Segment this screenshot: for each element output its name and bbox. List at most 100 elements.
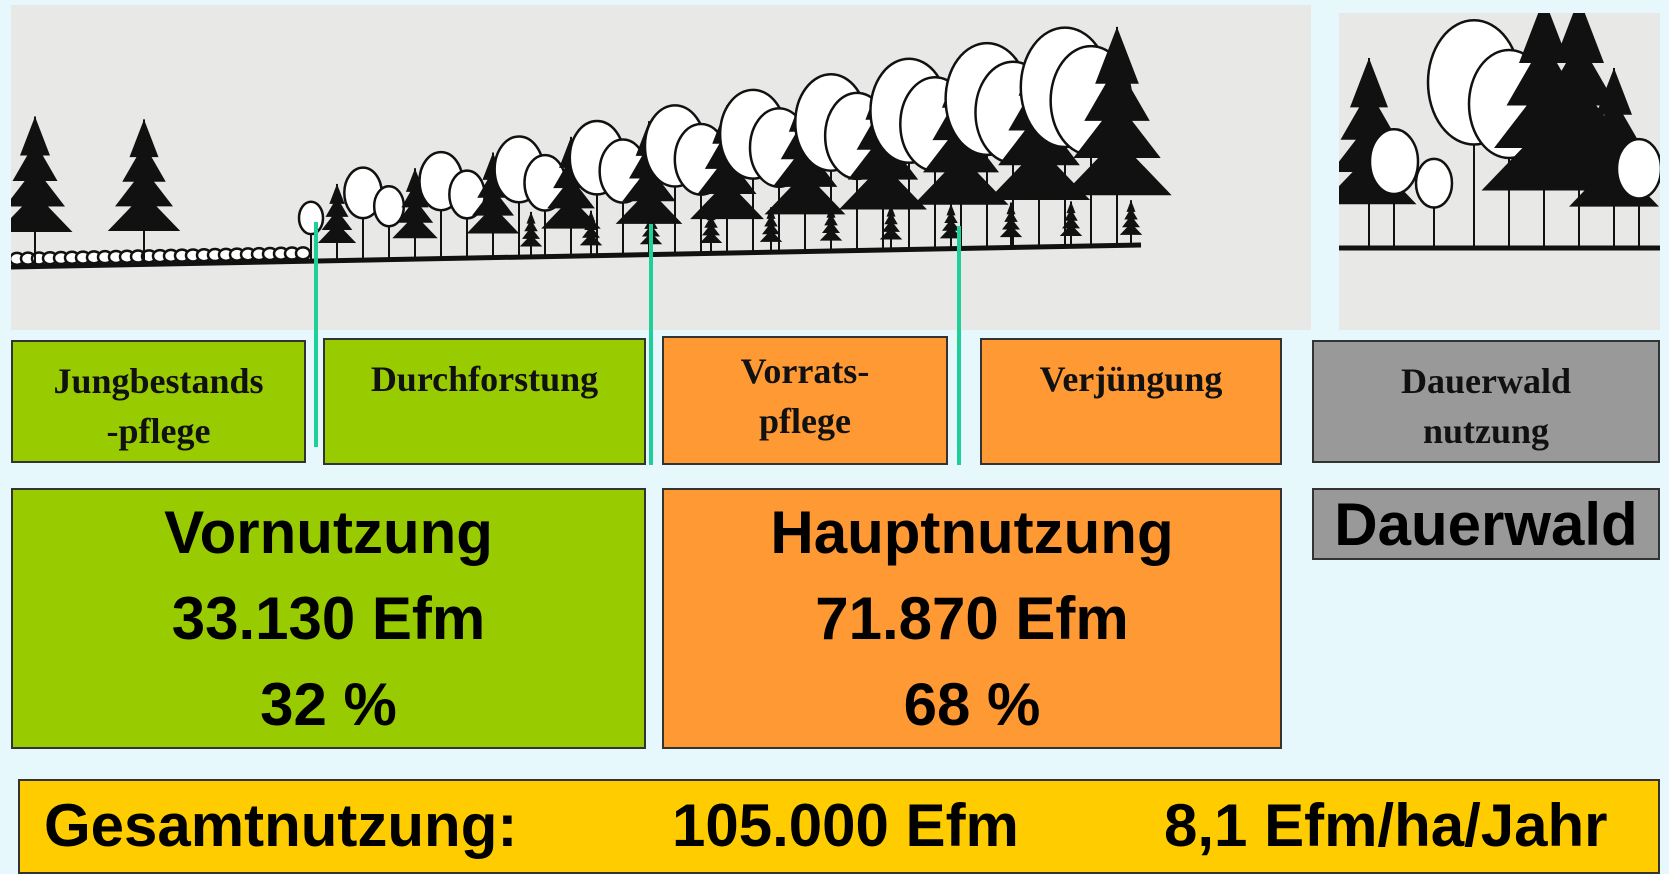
conifer-crown (586, 210, 596, 223)
conifer-crown (1587, 98, 1641, 146)
conifer-crown (942, 218, 960, 231)
conifer-crown (471, 188, 515, 216)
conifer-crown (706, 208, 716, 221)
conifer-crown (1002, 217, 1020, 230)
forest-illustration (11, 5, 1311, 330)
conifer-crown (1340, 90, 1398, 140)
conifer-crown (466, 206, 520, 234)
conifer-crown (1062, 138, 1172, 196)
conifer-crown (847, 133, 919, 180)
conifer-crown (1122, 215, 1140, 228)
conifer-crown (584, 218, 598, 231)
summary-amount: 71.870 Efm (815, 584, 1129, 652)
conifer-crown (396, 199, 434, 223)
conifer-crown (822, 221, 840, 234)
conifer-crown (541, 197, 601, 229)
conifer-crown (1541, 40, 1617, 106)
conifer-crown (766, 207, 776, 219)
deciduous-crown (297, 200, 325, 236)
conifer-crown (329, 183, 345, 204)
summary-title: Dauerwald (1334, 490, 1638, 558)
total-amount: 105.000 Efm (672, 792, 1019, 859)
conifer-crown (20, 116, 50, 156)
conifer-crown (1554, 13, 1604, 63)
conifer-crown (1064, 209, 1078, 221)
deciduous-crown (1615, 137, 1660, 200)
stage-divider (314, 222, 318, 447)
conifer-crown (646, 209, 656, 222)
deciduous-crown (1414, 157, 1454, 209)
conifer-crown (922, 122, 1000, 173)
conifer-crown (764, 172, 846, 215)
conifer-crown (762, 222, 780, 235)
stage-box: Verjüngung (980, 338, 1282, 465)
conifer-crown (1073, 101, 1161, 159)
total-bar: Gesamtnutzung: 105.000 Efm 8,1 Efm/ha/Ja… (18, 779, 1660, 874)
summary-share: 32 % (260, 670, 397, 738)
stage-label: -pflege (106, 411, 211, 451)
summary-amount: 33.130 Efm (171, 584, 486, 652)
stage-label: pflege (759, 401, 851, 441)
conifer-crown (1119, 223, 1143, 235)
stage-label: nutzung (1422, 411, 1550, 451)
conifer-crown (1084, 64, 1150, 121)
conifer-crown (939, 226, 963, 239)
conifer-crown (824, 213, 838, 226)
conifer-crown (401, 183, 429, 208)
stage-label: Durchforstung (370, 359, 599, 399)
conifer-crown (107, 193, 181, 232)
conifer-crown (998, 112, 1080, 166)
conifer-crown (1062, 216, 1080, 229)
stage-label: Jungbestands (53, 361, 264, 401)
conifer-crown (884, 212, 898, 225)
stage-box: Jungbestands -pflege (11, 340, 306, 463)
conifer-crown (826, 206, 836, 218)
conifer-crown (1124, 207, 1138, 220)
shrub (294, 246, 312, 261)
deciduous-crown (1368, 127, 1420, 196)
summary-title: Vornutzung (164, 499, 493, 567)
conifer-crown (819, 228, 843, 241)
conifer-crown (1596, 68, 1632, 115)
conifer-crown (11, 193, 73, 233)
summary-title: Hauptnutzung (770, 499, 1174, 567)
conifer-crown (1066, 201, 1076, 214)
conifer-crown (697, 155, 757, 195)
summary-box: Dauerwald (1312, 488, 1660, 560)
summary-share: 68 % (903, 670, 1041, 738)
conifer-crown (1126, 200, 1136, 212)
conifer-crown (702, 223, 720, 236)
summary-box: Vornutzung 33.130 Efm 32 % (11, 488, 646, 749)
conifer-crown (699, 231, 723, 244)
conifer-crown (913, 155, 1009, 205)
conifer-crown (325, 196, 349, 217)
conifer-crown (1519, 13, 1569, 63)
conifer-crown (129, 119, 159, 158)
conifer-crown (519, 234, 543, 247)
conifer-crown (11, 167, 65, 207)
conifer-crown (886, 204, 896, 217)
conifer-crown (526, 211, 536, 224)
conifer-crown (764, 214, 778, 227)
conifer-crown (321, 210, 353, 230)
stage-label: Dauerwald (1401, 361, 1571, 401)
ground-line (11, 242, 1142, 270)
stage-label: Vorrats- (740, 351, 870, 391)
conifer-crown (317, 223, 357, 244)
summary-box: Hauptnutzung 71.870 Efm 68 % (662, 488, 1282, 749)
conifer-crown (122, 144, 166, 182)
conifer-crown (582, 226, 600, 238)
conifer-crown (1059, 224, 1083, 237)
stage-box: Durchforstung (323, 338, 646, 465)
conifer-crown (759, 230, 783, 242)
conifer-crown (1350, 58, 1388, 108)
conifer-crown (12, 142, 58, 182)
conifer-crown (772, 144, 838, 187)
conifer-crown (644, 217, 658, 229)
conifer-crown (615, 189, 683, 224)
conifer-crown (392, 214, 438, 239)
conifer-crown (524, 219, 538, 232)
conifer-crown (1006, 202, 1016, 215)
dauerwald-illustration (1339, 13, 1660, 330)
